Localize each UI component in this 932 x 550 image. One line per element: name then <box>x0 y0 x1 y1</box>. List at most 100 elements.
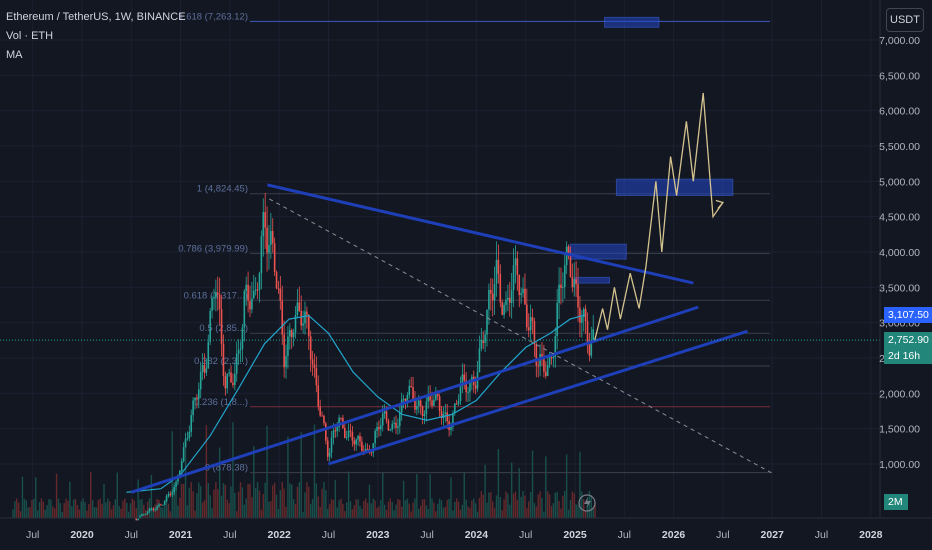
volume-indicator-label[interactable]: Vol · ETH <box>6 30 54 42</box>
candle-body <box>137 518 139 521</box>
volume-bar <box>492 501 494 518</box>
volume-bar <box>234 492 236 518</box>
price-tick-label: 1,000.00 <box>879 459 920 471</box>
volume-bar <box>101 503 103 518</box>
volume-bar <box>332 500 335 518</box>
price-axis[interactable]: 1,000.001,500.002,000.002,500.003,000.00… <box>879 0 920 518</box>
volume-bar <box>349 501 352 518</box>
candle-body <box>173 487 175 493</box>
candle-body <box>533 321 536 345</box>
volume-bar <box>380 499 382 518</box>
price-tick-label: 3,500.00 <box>879 282 920 294</box>
trendlines <box>130 183 773 494</box>
volume-bar <box>363 500 365 518</box>
volume-bar <box>488 492 490 518</box>
volume-bar <box>46 504 48 518</box>
volume-bar <box>245 498 247 518</box>
descending-resistance-trendline <box>267 183 694 285</box>
candle-body <box>563 265 566 287</box>
volume-bar <box>78 509 81 518</box>
candle-body <box>408 385 411 395</box>
volume-bar <box>226 499 228 518</box>
volume-bar <box>338 500 340 518</box>
candle-body <box>237 349 240 354</box>
candle-body <box>571 277 574 288</box>
candle-body <box>198 389 200 399</box>
volume-bar <box>82 498 84 518</box>
candle-body <box>541 353 543 358</box>
candle-body <box>560 284 562 288</box>
candle-body <box>296 302 299 316</box>
volume-bar <box>389 498 392 518</box>
volume-bar <box>186 505 189 518</box>
candle-body <box>232 382 234 386</box>
volume-bar <box>220 495 223 518</box>
ma-indicator-label[interactable]: MA <box>6 49 23 61</box>
volume-bar <box>594 501 596 518</box>
volume-bar <box>177 505 179 518</box>
volume-bar <box>518 468 520 518</box>
volume-bar <box>512 493 515 518</box>
candle-body <box>146 511 149 514</box>
candle-body <box>163 501 166 505</box>
candle-body <box>230 372 232 383</box>
volume-bar <box>459 509 462 518</box>
volume-bar <box>251 497 253 518</box>
volume-bar <box>80 501 82 518</box>
time-tick-label: Jul <box>26 529 39 541</box>
candle-body <box>275 271 278 289</box>
time-tick-label: Jul <box>716 529 729 541</box>
volume-bar <box>438 498 441 518</box>
volume-bar <box>44 509 46 518</box>
time-tick-label: Jul <box>519 529 532 541</box>
candle-body <box>575 279 577 285</box>
time-tick-label: 2026 <box>662 529 686 541</box>
candle-body <box>224 376 227 389</box>
volume-bar <box>399 499 401 518</box>
candle-body <box>453 403 456 414</box>
volume-bar <box>36 510 39 518</box>
time-axis[interactable]: Jul 2020 Jul 2021 Jul 2022 Jul 2023 Jul 2024 Jul 20… <box>0 517 932 541</box>
volume-bar <box>29 507 31 518</box>
ascending-support-trendline-shallow <box>328 329 749 466</box>
volume-bar <box>272 485 274 518</box>
volume-bar <box>162 507 164 518</box>
time-tick-label: Jul <box>322 529 335 541</box>
volume-bar <box>254 488 257 518</box>
volume-bar <box>321 488 323 518</box>
candle-body <box>325 423 327 441</box>
volume-bar <box>364 498 367 518</box>
candle-body <box>292 332 295 338</box>
candle-body <box>243 291 246 328</box>
chart-legend: Ethereum / TetherUS, 1W, BINANCE Vol · E… <box>6 8 186 65</box>
candle-body <box>543 357 545 372</box>
volume-bar <box>406 498 409 518</box>
candle-body <box>285 356 287 368</box>
volume-bar <box>53 508 56 518</box>
candle-body <box>480 340 483 349</box>
volume-bar <box>33 498 35 518</box>
volume-bar <box>372 498 374 518</box>
volume-bar <box>569 500 572 518</box>
volume-bar <box>440 500 443 518</box>
candle-body <box>554 336 557 357</box>
currency-button[interactable]: USDT <box>886 8 924 32</box>
volume-bar <box>292 499 295 518</box>
candle-body <box>438 396 441 412</box>
candle-body <box>302 323 304 326</box>
volume-bar <box>476 511 479 518</box>
volume-bar <box>359 505 361 518</box>
volume-bar <box>163 500 166 518</box>
candle-body <box>144 513 147 515</box>
candle-body <box>300 311 302 326</box>
candle-body <box>431 400 433 406</box>
candle-body <box>562 286 564 288</box>
volume-bar <box>165 498 168 518</box>
symbol-title[interactable]: Ethereum / TetherUS, 1W, BINANCE <box>6 11 186 23</box>
volume-bar <box>249 483 251 518</box>
candle-body <box>389 429 392 431</box>
time-tick-label: Jul <box>125 529 138 541</box>
volume-tag: 2M <box>884 494 908 510</box>
candle-body <box>160 504 162 506</box>
